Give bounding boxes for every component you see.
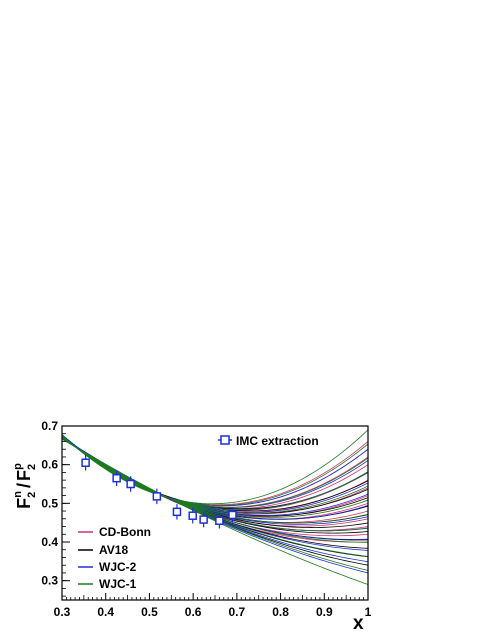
- curve-cd-bonn: [62, 435, 368, 509]
- imc-data-point: [81, 455, 90, 471]
- imc-data-point: [172, 504, 182, 520]
- x-tick-label: 0.8: [272, 605, 289, 619]
- imc-data-point: [228, 507, 237, 523]
- curve-av18: [62, 434, 368, 510]
- x-axis: 0.3 0.4 0.5 0.6 0.7 0.8 0.9 1: [54, 593, 372, 619]
- y-axis-title: F2n/F2p: [12, 463, 38, 509]
- imc-points: [81, 455, 237, 529]
- legend-imc-label: IMC extraction: [236, 434, 319, 448]
- legend-label-wjc2: WJC-2: [99, 560, 137, 574]
- curve-wjc-1: [62, 436, 368, 518]
- imc-data-point: [199, 511, 208, 528]
- imc-data-point: [126, 476, 135, 492]
- curve-cd-bonn: [62, 435, 368, 508]
- curve-wjc-1: [62, 438, 368, 571]
- x-tick-label: 0.7: [229, 605, 246, 619]
- curve-wjc-1: [62, 435, 368, 506]
- curve-wjc-2: [62, 435, 368, 513]
- legend-label-av18: AV18: [99, 543, 128, 557]
- y-tick-label: 0.6: [41, 458, 58, 472]
- imc-data-point: [188, 507, 197, 524]
- imc-data-point: [112, 470, 121, 486]
- y-tick-label: 0.5: [41, 496, 58, 510]
- curve-cd-bonn: [62, 435, 368, 515]
- imc-data-point: [152, 488, 162, 505]
- curve-wjc-1: [62, 438, 368, 585]
- curve-wjc-1: [62, 438, 368, 557]
- y-title-sup1: n: [12, 491, 24, 498]
- y-title-sub2: 2: [26, 464, 38, 470]
- x-tick-label: 0.4: [97, 605, 114, 619]
- y-title-sub1: 2: [26, 492, 38, 498]
- y-tick-label: 0.4: [41, 535, 58, 549]
- curve-wjc-1: [62, 437, 368, 532]
- y-title-sup2: p: [12, 463, 24, 470]
- legend-models: CD-Bonn AV18 WJC-2 WJC-1: [78, 525, 151, 591]
- legend-label-cd-bonn: CD-Bonn: [99, 525, 151, 539]
- imc-data-point: [215, 513, 224, 529]
- x-axis-title: x: [353, 613, 364, 634]
- y-title-f1: F: [14, 498, 34, 509]
- curve-cd-bonn: [62, 435, 368, 511]
- y-axis: 0.3 0.4 0.5 0.6 0.7: [41, 419, 70, 597]
- curve-av18: [62, 436, 368, 528]
- x-tick-label: 0.3: [54, 605, 71, 619]
- curve-wjc-1: [62, 436, 368, 511]
- x-tick-label: 0.6: [185, 605, 202, 619]
- model-curves: [62, 429, 368, 585]
- y-tick-label: 0.7: [41, 419, 58, 433]
- y-title-f2: F: [14, 470, 34, 481]
- curve-wjc-1: [62, 436, 368, 514]
- x-tick-label: 0.9: [316, 605, 333, 619]
- curve-wjc-1: [62, 437, 368, 543]
- curve-av18: [62, 435, 368, 512]
- curve-wjc-2: [62, 434, 368, 511]
- x-tick-label: 1: [365, 605, 372, 619]
- curve-wjc-1: [62, 429, 368, 505]
- x-tick-label: 0.5: [141, 605, 158, 619]
- y-title-slash: /: [14, 483, 34, 488]
- svg-text:F2n/F2p: F2n/F2p: [12, 463, 38, 509]
- legend-imc: IMC extraction: [218, 434, 319, 448]
- legend-label-wjc1: WJC-1: [99, 577, 137, 591]
- curve-wjc-1: [62, 437, 368, 524]
- y-tick-label: 0.3: [41, 574, 58, 588]
- curve-wjc-1: [62, 435, 368, 508]
